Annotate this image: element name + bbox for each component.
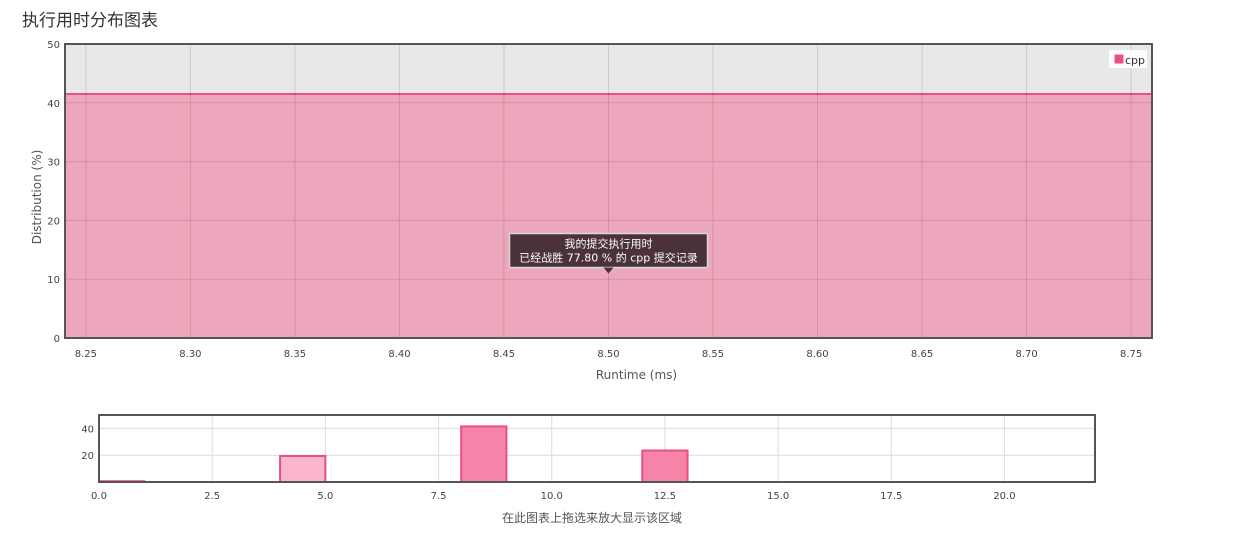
main-y-tick-label: 10 [47, 275, 60, 286]
main-y-tick-label: 40 [47, 99, 60, 110]
navigator-x-tick-label: 12.5 [654, 491, 676, 502]
main-x-tick-label: 8.30 [179, 349, 201, 360]
main-y-tick-label: 20 [47, 216, 60, 227]
main-x-tick-label: 8.45 [493, 349, 515, 360]
navigator-bar [641, 449, 689, 484]
navigator-y-tick-label: 20 [81, 451, 94, 462]
navigator-plot-frame [98, 414, 1096, 483]
navigator-bar [279, 455, 327, 483]
main-y-tick-label: 50 [47, 40, 60, 51]
navigator-x-tick-label: 0.0 [91, 491, 107, 502]
navigator-x-tick-label: 10.0 [541, 491, 563, 502]
main-x-tick-label: 8.75 [1120, 349, 1142, 360]
main-x-tick-label: 8.60 [806, 349, 828, 360]
navigator-x-tick-label: 15.0 [767, 491, 789, 502]
navigator-x-ticks: 0.0 2.5 5.0 7.5 10.0 12.5 15.0 17.5 20.0 [91, 491, 1016, 502]
main-x-tick-label: 8.25 [75, 349, 97, 360]
main-y-axis-title: Distribution (%) [30, 150, 44, 245]
main-x-tick-label: 8.40 [388, 349, 410, 360]
navigator-y-tick-label: 40 [81, 424, 94, 435]
legend-label-cpp[interactable]: cpp [1125, 54, 1145, 67]
main-y-tick-label: 0 [54, 334, 60, 345]
main-plot-frame [64, 43, 1153, 339]
navigator-drag-hint: 在此图表上拖选来放大显示该区域 [502, 510, 682, 525]
navigator-x-tick-label: 5.0 [317, 491, 333, 502]
main-chart[interactable]: 0 10 20 30 40 50 8.25 8.30 8.35 8.40 8.45 8.50 8.55… [30, 40, 1153, 382]
main-x-ticks: 8.25 8.30 8.35 8.40 8.45 8.50 8.55 8.60 8.65 8.70… [75, 349, 1142, 360]
area-series-cpp[interactable] [65, 93, 1152, 338]
main-x-tick-label: 8.65 [911, 349, 933, 360]
navigator-bars [98, 425, 689, 484]
main-x-tick-label: 8.50 [597, 349, 619, 360]
legend-swatch-cpp[interactable] [1113, 53, 1125, 65]
tooltip-line-2: 已经战胜 77.80 % 的 cpp 提交记录 [519, 251, 697, 265]
main-x-tick-label: 8.35 [284, 349, 306, 360]
main-y-tick-label: 30 [47, 158, 60, 169]
legend[interactable]: cpp [1109, 50, 1147, 68]
main-x-tick-label: 8.55 [702, 349, 724, 360]
navigator-x-tick-label: 20.0 [993, 491, 1015, 502]
navigator-gridlines [98, 415, 1095, 482]
main-gridlines [65, 43, 1152, 339]
navigator-x-tick-label: 7.5 [431, 491, 447, 502]
tooltip-arrow [603, 267, 614, 274]
main-y-ticks: 0 10 20 30 40 50 [47, 40, 60, 345]
navigator-bar [460, 425, 508, 484]
main-area-group [65, 92, 1152, 338]
page-title: 执行用时分布图表 [22, 11, 158, 31]
navigator-plot-background[interactable] [99, 415, 1095, 482]
main-x-axis-title: Runtime (ms) [596, 368, 677, 382]
runtime-tooltip: 我的提交执行用时 已经战胜 77.80 % 的 cpp 提交记录 [508, 232, 709, 274]
main-x-tick-label: 8.70 [1015, 349, 1037, 360]
navigator-x-tick-label: 17.5 [880, 491, 902, 502]
tooltip-line-1: 我的提交执行用时 [565, 237, 653, 251]
navigator-x-tick-label: 2.5 [204, 491, 220, 502]
